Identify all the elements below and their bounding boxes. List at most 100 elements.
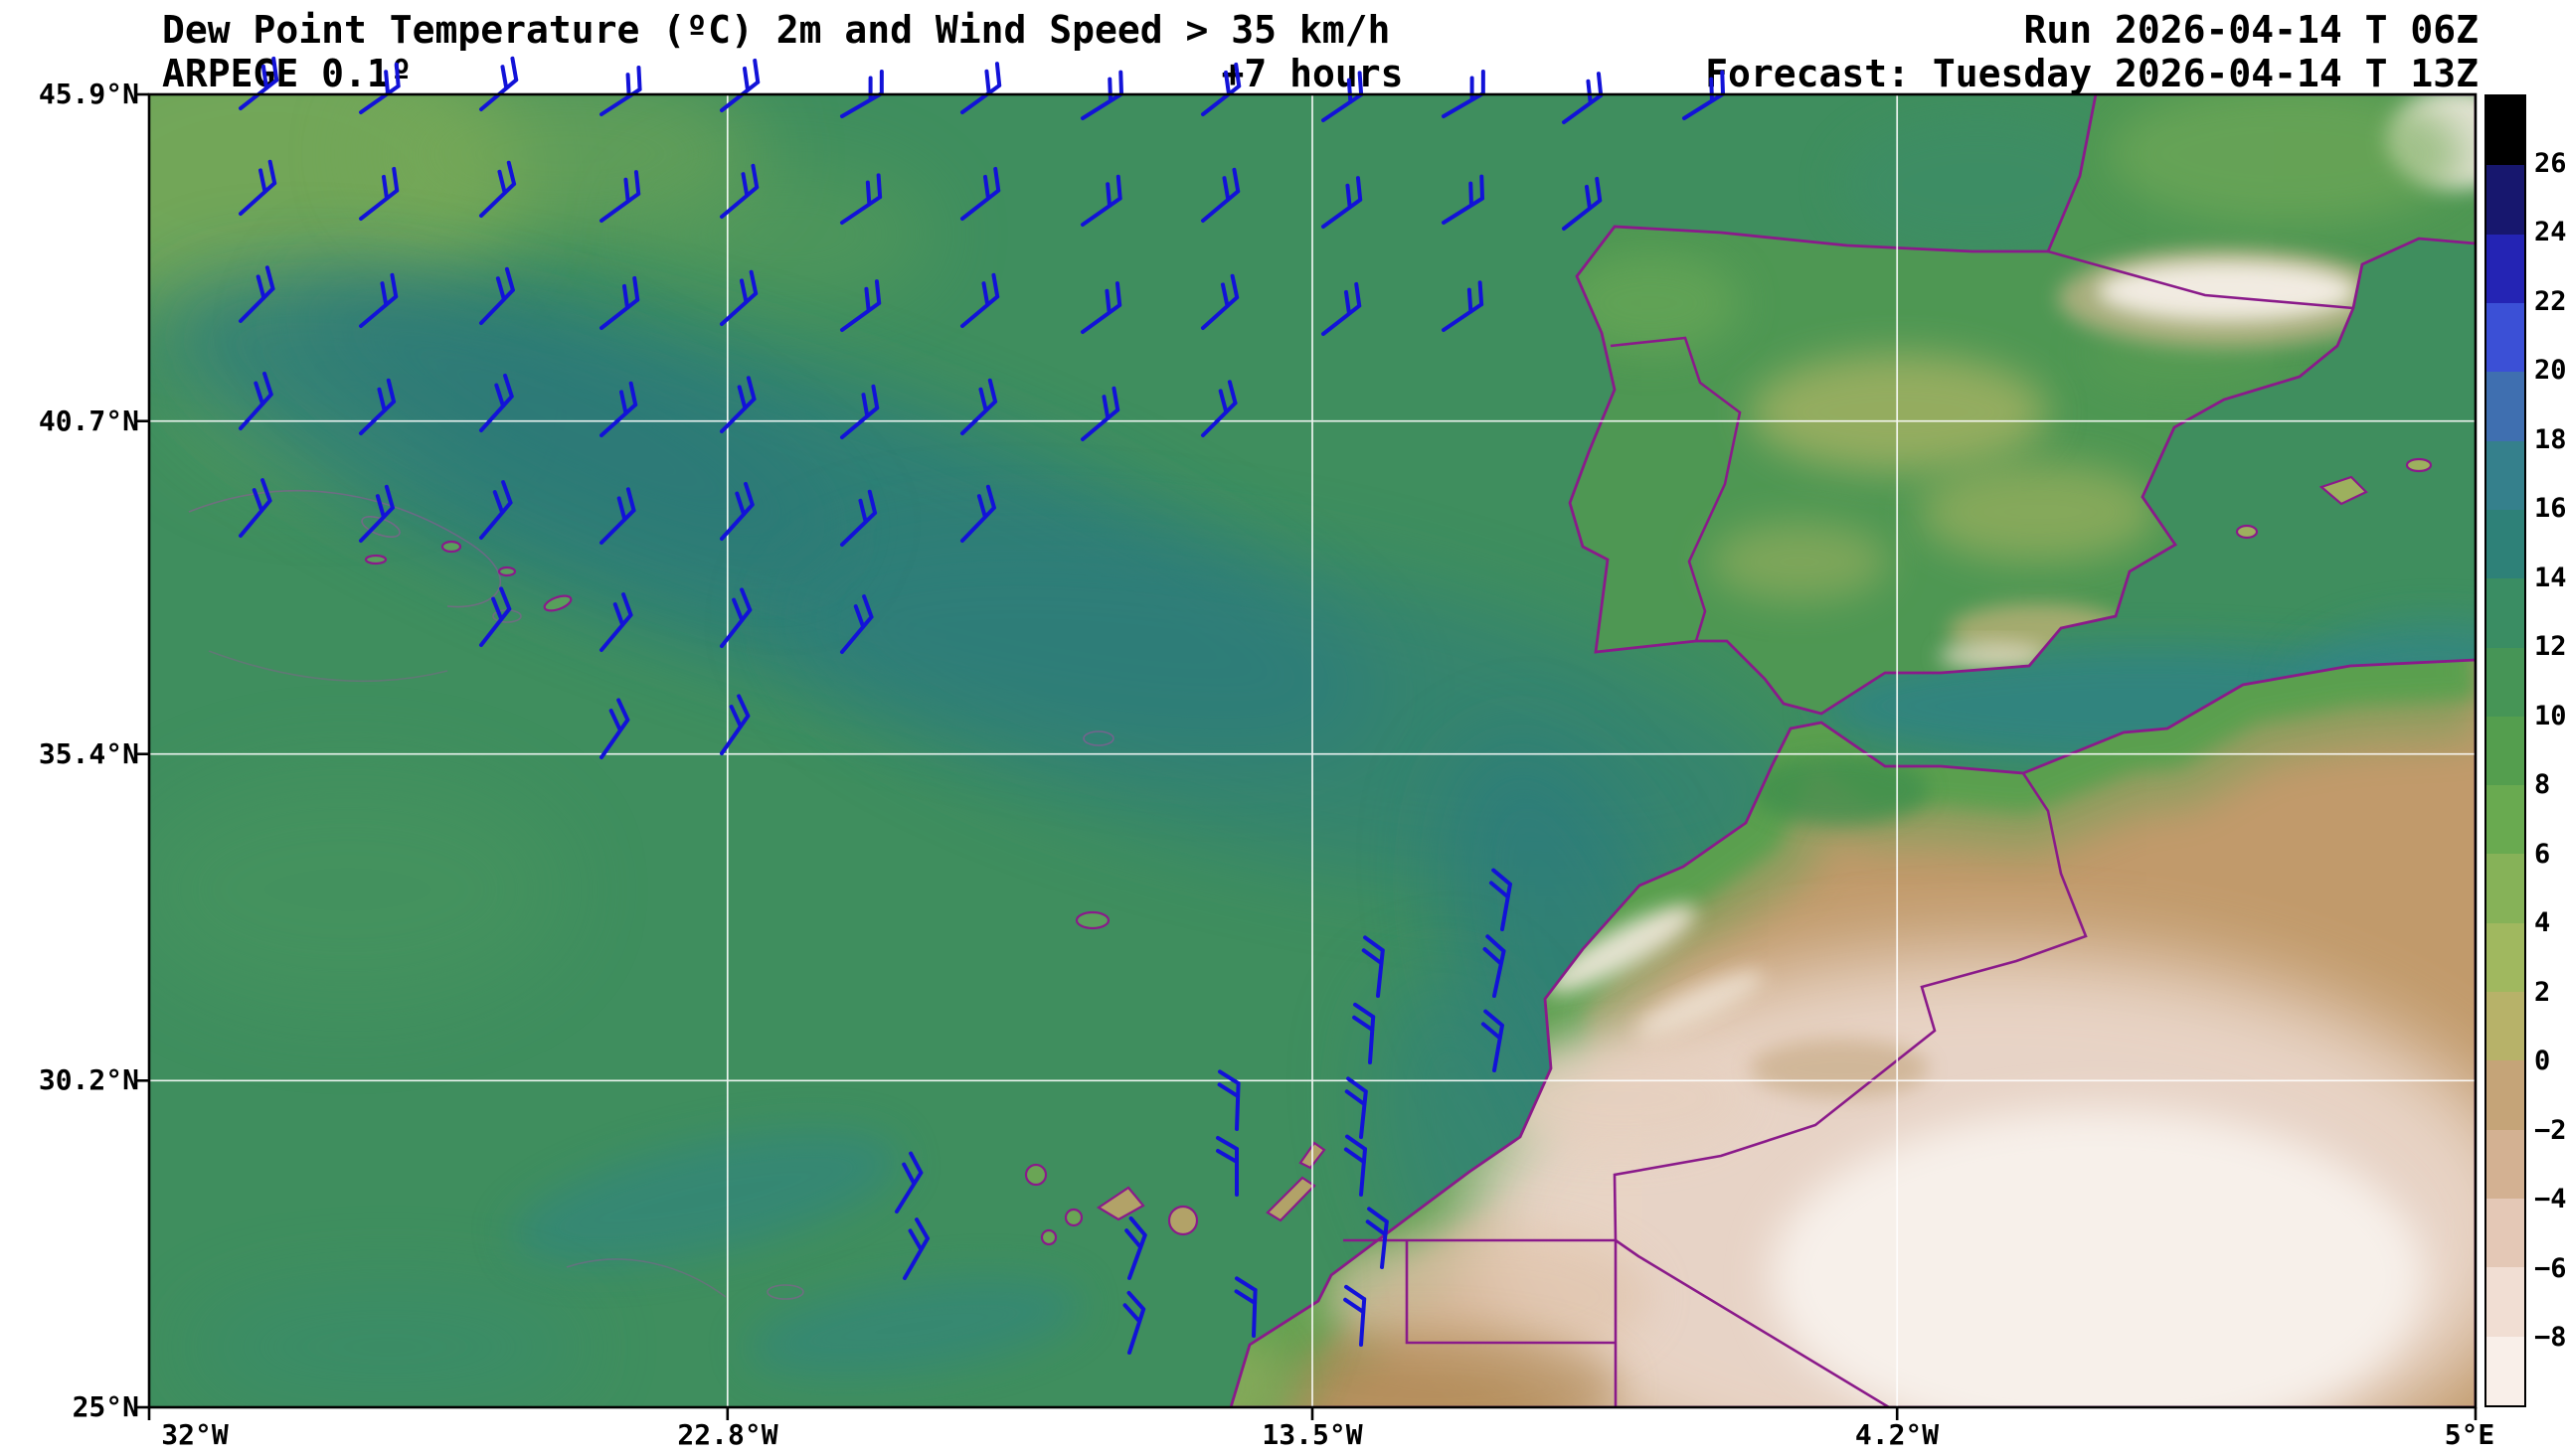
colorbar-tick-label: 10 <box>2534 700 2567 731</box>
wind-barb <box>1234 1276 1258 1338</box>
colorbar-segment <box>2486 509 2524 579</box>
island-la-palma <box>1024 1163 1048 1187</box>
wind-barb <box>599 698 630 759</box>
wind-barb <box>840 384 880 439</box>
wind-barb <box>1124 1215 1147 1280</box>
wind-barb <box>720 376 757 433</box>
wind-barb <box>359 166 400 221</box>
border-western-sahara-mauritania <box>1405 1240 1616 1345</box>
colorbar-segment <box>2486 302 2524 373</box>
colorbar-segment <box>2486 1267 2524 1337</box>
colorbar-tick-label: 18 <box>2534 423 2567 455</box>
wind-barb <box>359 378 397 435</box>
colorbar-tick-label: 20 <box>2534 355 2567 387</box>
wind-barb <box>1321 176 1363 229</box>
colorbar-tick-label: 24 <box>2534 217 2567 248</box>
island-azores-pico <box>497 566 517 577</box>
wind-barb <box>1201 380 1238 437</box>
colorbar-tick-label: 12 <box>2534 631 2567 663</box>
wind-barb <box>1488 868 1512 931</box>
lon-tick-label: 22.8°W <box>677 1418 778 1451</box>
colorbar-segment <box>2486 165 2524 235</box>
wind-barb <box>599 487 636 545</box>
colorbar-tick-label: −8 <box>2534 1322 2567 1354</box>
wind-barb <box>960 378 998 435</box>
colorbar-segment <box>2486 992 2524 1061</box>
map-canvas <box>136 56 2478 1420</box>
border-spain-portugal <box>1610 336 1742 642</box>
run-label: Run 2026-04-14 T 06Z <box>2023 8 2479 52</box>
island-fuerteventura <box>1266 1176 1316 1222</box>
island-gran-canaria <box>1167 1205 1199 1236</box>
model-label: ARPEGE 0.1º <box>162 52 413 95</box>
colorbar-tick-label: 0 <box>2534 1046 2551 1077</box>
wind-barb <box>1361 935 1385 998</box>
colorbar-segment <box>2486 234 2524 303</box>
lat-tick-label: 30.2°N <box>38 1063 139 1097</box>
wind-barb <box>1321 281 1362 336</box>
wind-barb <box>1480 1009 1504 1072</box>
wind-barb <box>599 381 638 437</box>
map-field <box>149 94 2476 1407</box>
colorbar <box>2484 94 2526 1407</box>
colorbar-tick-label: −2 <box>2534 1114 2567 1146</box>
iberia-shading <box>1570 94 2476 670</box>
ocean-dewpoint-shading <box>149 94 2476 1406</box>
island-azores-faial <box>364 554 388 566</box>
wind-barb <box>960 166 1001 221</box>
wind-barb <box>720 269 759 326</box>
island-el-hierro <box>1040 1228 1058 1246</box>
wind-barb <box>960 62 1002 114</box>
colorbar-tick-label: 8 <box>2534 769 2551 801</box>
colorbar-segment <box>2486 1129 2524 1199</box>
wind-barb <box>479 586 512 647</box>
colorbar-tick-label: −6 <box>2534 1252 2567 1284</box>
wind-barb <box>1343 1284 1367 1347</box>
island-madeira <box>1075 910 1111 930</box>
wind-barb <box>239 159 277 216</box>
wind-barb <box>599 170 641 223</box>
wind-barb <box>1081 386 1120 441</box>
lat-tick-label: 35.4°N <box>38 736 139 770</box>
wind-barb <box>840 594 874 654</box>
wind-barb <box>840 70 884 118</box>
forecast-label: Forecast: Tuesday 2026-04-14 T 13Z <box>1705 52 2479 95</box>
wind-barb <box>239 371 273 430</box>
wind-barb <box>840 489 878 547</box>
lat-tick-label: 40.7°N <box>38 404 139 437</box>
colorbar-tick-label: −4 <box>2534 1184 2567 1215</box>
border-algeria-mauritania <box>1615 1238 1890 1407</box>
wind-barb <box>720 694 751 755</box>
wind-barb <box>1216 1136 1239 1197</box>
wind-barb <box>359 272 399 328</box>
wind-barb <box>1201 167 1241 223</box>
colorbar-tick-label: 6 <box>2534 838 2551 870</box>
graticule <box>149 94 2476 1407</box>
wind-barb <box>720 481 755 541</box>
lon-tick-label: 32°W <box>161 1418 229 1451</box>
border-spain-france <box>2047 249 2354 310</box>
wind-barb <box>599 275 640 330</box>
wind-barb <box>1321 71 1364 122</box>
wind-barb <box>720 58 761 112</box>
wind-barb <box>840 173 883 225</box>
island-la-gomera <box>1064 1208 1084 1227</box>
wind-barb <box>720 587 753 648</box>
colorbar-tick-label: 26 <box>2534 147 2567 179</box>
wind-barb <box>1442 174 1485 225</box>
island-azores-sao-miguel <box>543 594 573 612</box>
wind-barb <box>1081 70 1124 120</box>
axis-ticks <box>136 92 2478 1420</box>
lon-tick-label: 5°E <box>2444 1418 2495 1451</box>
colorbar-tick-label: 22 <box>2534 285 2567 317</box>
lat-tick-label: 45.9°N <box>38 78 139 110</box>
wind-barb <box>1217 1069 1241 1131</box>
colorbar-tick-label: 4 <box>2534 907 2551 939</box>
colorbar-segment <box>2486 372 2524 441</box>
colorbar-segment <box>2486 96 2524 166</box>
wind-barb <box>840 279 882 332</box>
island-ibiza <box>2235 524 2259 540</box>
wind-barb <box>895 1151 924 1213</box>
colorbar-segment <box>2486 1336 2524 1405</box>
